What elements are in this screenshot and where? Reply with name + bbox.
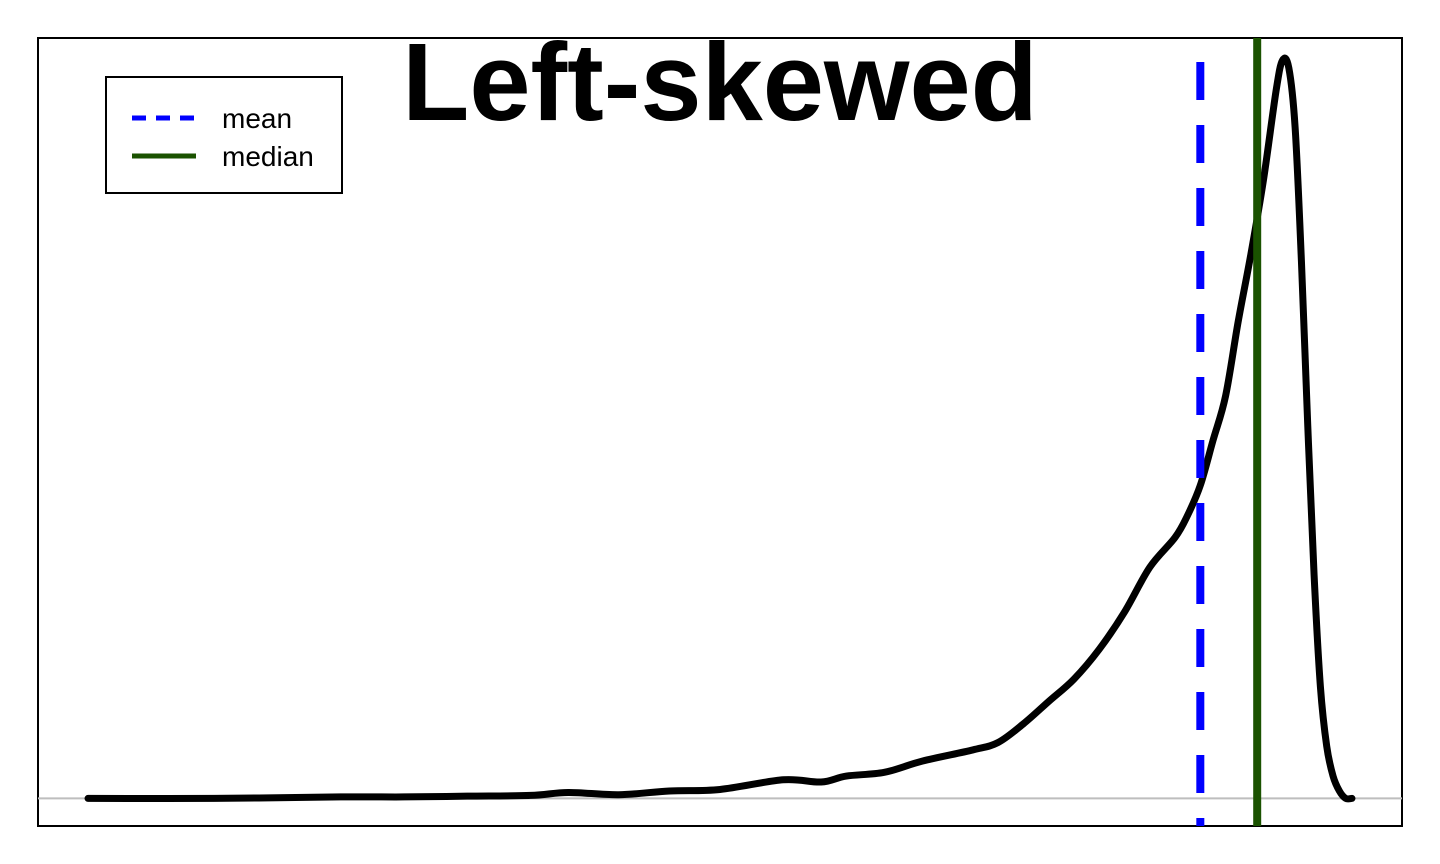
legend-median-label: median xyxy=(222,141,314,172)
legend-box xyxy=(105,76,343,194)
density-curve xyxy=(84,54,1356,803)
legend: mean median xyxy=(105,76,343,194)
legend-mean-label: mean xyxy=(222,103,292,134)
chart-title: Left-skewed xyxy=(402,21,1038,144)
plot-frame xyxy=(37,37,1403,827)
